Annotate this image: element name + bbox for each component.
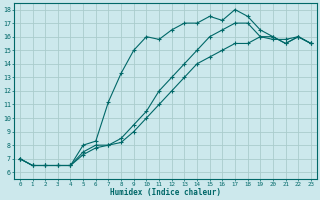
X-axis label: Humidex (Indice chaleur): Humidex (Indice chaleur) — [110, 188, 221, 197]
